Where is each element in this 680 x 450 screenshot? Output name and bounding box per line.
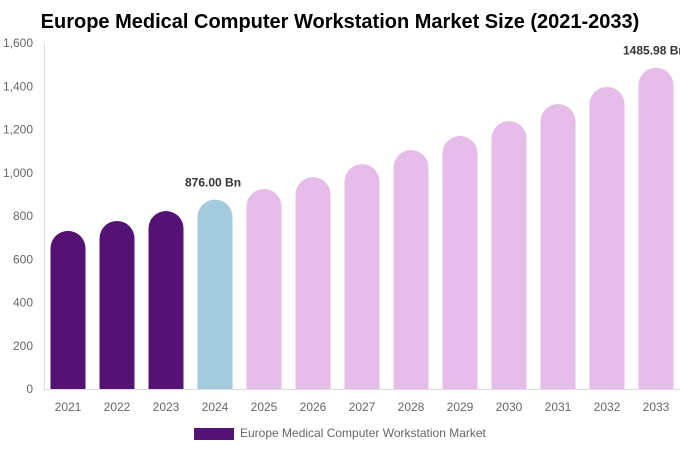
bar-2030	[491, 121, 527, 389]
bar-2025	[246, 188, 282, 389]
x-tick-label: 2033	[643, 400, 670, 414]
bar-2033	[638, 67, 674, 389]
x-tick-label: 2022	[104, 400, 131, 414]
legend-swatch	[194, 428, 234, 440]
bar-2032	[589, 86, 625, 390]
x-tick-label: 2021	[55, 400, 82, 414]
x-tick-label: 2026	[300, 400, 327, 414]
x-tick-label: 2032	[594, 400, 621, 414]
bar-2021	[50, 230, 86, 389]
x-tick-label: 2029	[447, 400, 474, 414]
bar-2024	[197, 199, 233, 389]
bar-2031	[540, 103, 576, 390]
y-tick-label: 200	[13, 339, 33, 353]
x-tick-label: 2030	[496, 400, 523, 414]
x-tick-label: 2024	[202, 400, 229, 414]
x-tick-label: 2027	[349, 400, 376, 414]
x-tick-label: 2025	[251, 400, 278, 414]
y-tick-label: 600	[13, 252, 33, 266]
bar-2023	[148, 211, 184, 389]
y-tick-label: 800	[13, 209, 33, 223]
y-tick-label: 1,200	[3, 123, 33, 137]
chart-title: Europe Medical Computer Workstation Mark…	[41, 11, 640, 33]
y-tick-label: 1,600	[3, 36, 33, 50]
data-label-2024: 876.00 Bn	[185, 176, 241, 190]
y-tick-label: 1,000	[3, 166, 33, 180]
bar-2026	[295, 177, 331, 389]
data-label-2033: 1485.98 Bn	[623, 44, 680, 58]
bar-2029	[442, 135, 478, 389]
bar-2022	[99, 220, 135, 389]
legend: Europe Medical Computer Workstation Mark…	[194, 426, 487, 440]
bar-2027	[344, 164, 380, 389]
y-tick-label: 0	[26, 382, 33, 396]
bar-2028	[393, 150, 429, 389]
y-tick-label: 1,400	[3, 79, 33, 93]
y-tick-label: 400	[13, 296, 33, 310]
legend-label: Europe Medical Computer Workstation Mark…	[240, 426, 487, 440]
x-tick-label: 2031	[545, 400, 572, 414]
x-tick-label: 2023	[153, 400, 180, 414]
x-tick-label: 2028	[398, 400, 425, 414]
